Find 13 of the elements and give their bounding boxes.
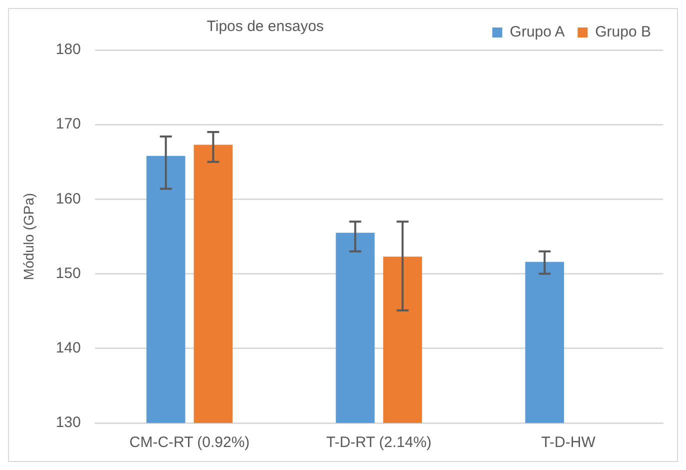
x-tick-label: CM-C-RT (0.92%): [129, 434, 250, 452]
y-tick-label: 140: [56, 340, 81, 357]
x-tick-label: T-D-RT (2.14%): [326, 434, 432, 452]
legend-label: Grupo A: [510, 24, 565, 41]
y-tick-label: 130: [56, 414, 81, 432]
x-tick-label: T-D-HW: [541, 434, 596, 452]
legend-label: Grupo B: [595, 24, 652, 41]
y-tick-label: 180: [56, 41, 81, 58]
y-axis-title: Módulo (GPa): [20, 192, 36, 280]
y-tick-label: 160: [56, 190, 81, 208]
y-tick-label: 170: [56, 116, 81, 133]
chart-title: Tipos de ensayos: [206, 18, 324, 36]
y-tick-label: 150: [56, 264, 81, 282]
